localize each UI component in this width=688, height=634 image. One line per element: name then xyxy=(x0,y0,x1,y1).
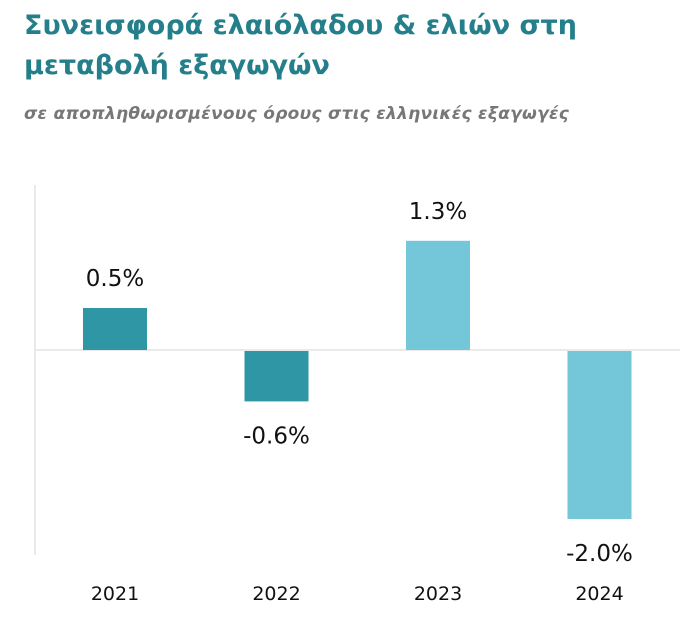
data-label-2022: -0.6% xyxy=(243,423,310,449)
data-label-2021: 0.5% xyxy=(86,266,144,292)
x-tick-label-2022: 2022 xyxy=(252,583,300,605)
x-tick-label-2024: 2024 xyxy=(575,583,623,605)
chart-title: Συνεισφορά ελαιόλαδου & ελιών στη μεταβο… xyxy=(24,10,578,81)
chart-subtitle: σε αποπληθωρισμένους όρους στις ελληνικέ… xyxy=(24,104,570,124)
data-label-2023: 1.3% xyxy=(409,199,467,225)
bar-2024 xyxy=(567,351,632,519)
data-label-2024: -2.0% xyxy=(566,541,633,567)
x-tick-label-2023: 2023 xyxy=(414,583,462,605)
x-tick-label-2021: 2021 xyxy=(91,583,139,605)
bar-2022 xyxy=(244,351,309,402)
bar-2023 xyxy=(406,240,470,350)
bar-2021 xyxy=(83,308,147,350)
